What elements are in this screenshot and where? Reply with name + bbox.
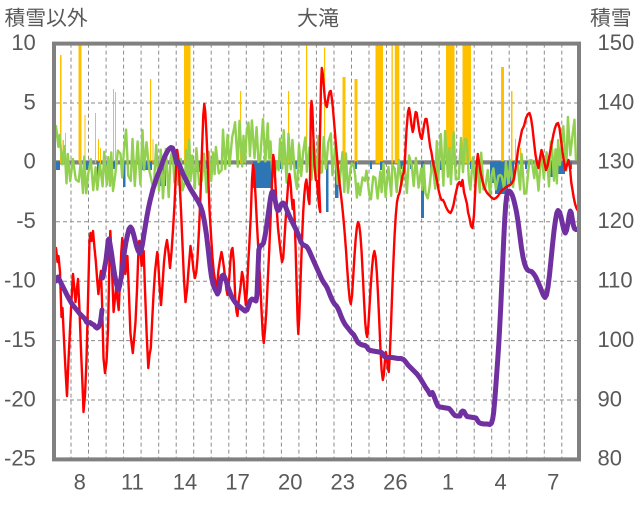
svg-text:-20: -20 [4, 386, 36, 411]
svg-text:5: 5 [24, 89, 36, 114]
svg-text:150: 150 [598, 30, 635, 55]
svg-text:-10: -10 [4, 268, 36, 293]
svg-text:17: 17 [225, 469, 249, 494]
svg-text:14: 14 [173, 469, 197, 494]
svg-text:23: 23 [331, 469, 355, 494]
svg-text:26: 26 [383, 469, 407, 494]
svg-text:4: 4 [494, 469, 506, 494]
svg-text:80: 80 [598, 446, 622, 471]
svg-text:0: 0 [24, 149, 36, 174]
svg-text:100: 100 [598, 327, 635, 352]
svg-text:-25: -25 [4, 446, 36, 471]
svg-text:1: 1 [442, 469, 454, 494]
svg-text:90: 90 [598, 386, 622, 411]
svg-text:140: 140 [598, 89, 635, 114]
svg-text:130: 130 [598, 149, 635, 174]
svg-text:120: 120 [598, 208, 635, 233]
svg-text:8: 8 [74, 469, 86, 494]
svg-text:20: 20 [278, 469, 302, 494]
svg-text:-15: -15 [4, 327, 36, 352]
svg-text:110: 110 [598, 268, 633, 293]
svg-text:11: 11 [121, 469, 144, 494]
svg-text:-5: -5 [16, 208, 36, 233]
svg-text:7: 7 [547, 469, 559, 494]
svg-text:10: 10 [11, 30, 35, 55]
